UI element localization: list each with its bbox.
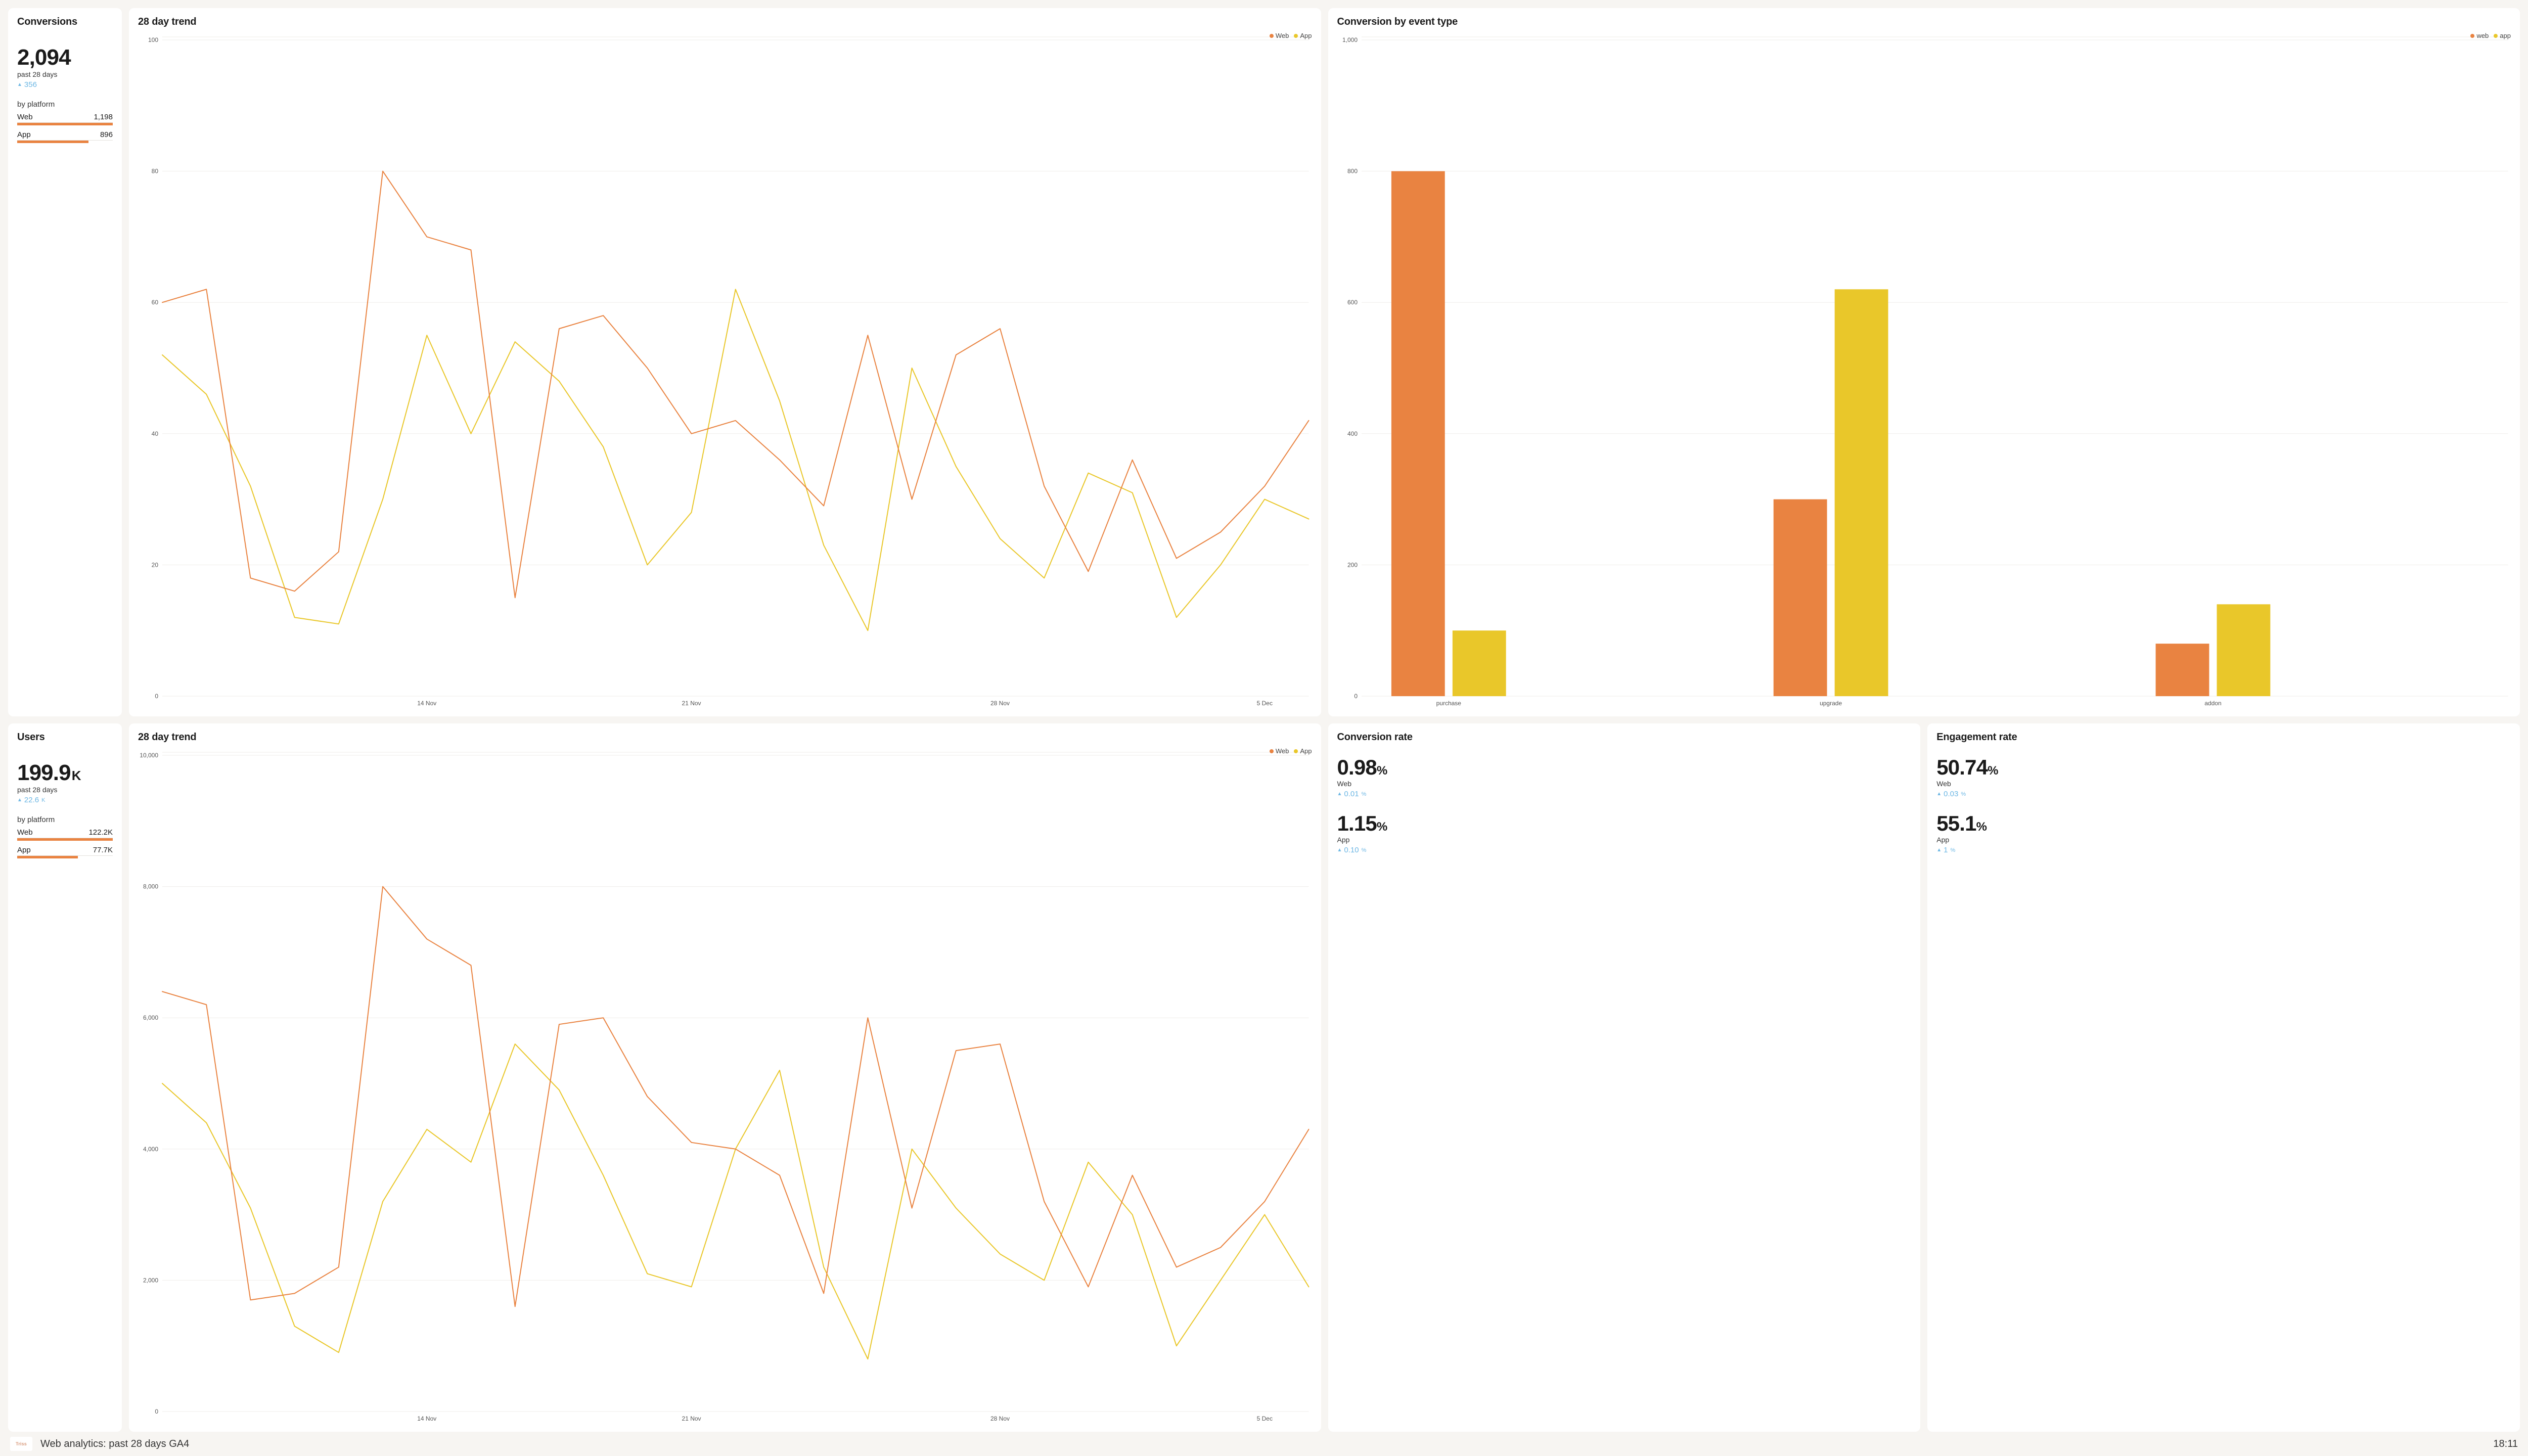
up-icon: ▲ — [1337, 791, 1342, 797]
conv-rate-app-delta: ▲ 0.10% — [1337, 846, 1912, 854]
conv-rate-app: 1.15% — [1337, 812, 1912, 835]
svg-text:21 Nov: 21 Nov — [682, 1415, 701, 1422]
svg-text:200: 200 — [1347, 561, 1357, 568]
platform-row-web: Web 122.2K — [17, 828, 113, 841]
conversions-card: Conversions 2,094 past 28 days ▲ 356 by … — [8, 8, 122, 716]
trend-users-card: 28 day trend Web App 0 2,000 4,000 6,000 8,0… — [129, 723, 1321, 1432]
card-title: 28 day trend — [138, 16, 1312, 28]
eng-rate-app: 55.1% — [1936, 812, 2511, 835]
svg-text:0: 0 — [155, 693, 158, 700]
event-type-card: Conversion by event type web app 0 200 400… — [1328, 8, 2520, 716]
legend: Web App — [1270, 32, 1312, 39]
trend-conversions-card: 28 day trend Web App 0 20 40 60 80 100 14 Nov 2… — [129, 8, 1321, 716]
clock: 18:11 — [2493, 1438, 2518, 1450]
svg-text:upgrade: upgrade — [1820, 700, 1842, 707]
platform-row-app: App 77.7K — [17, 846, 113, 858]
svg-text:80: 80 — [152, 168, 159, 175]
logo-icon: Triss — [10, 1437, 32, 1451]
trend-users-chart: Web App 0 2,000 4,000 6,000 8,000 10,000 14 No… — [138, 747, 1312, 1424]
svg-text:1,000: 1,000 — [1342, 36, 1357, 43]
card-title: 28 day trend — [138, 732, 1312, 743]
svg-text:600: 600 — [1347, 299, 1357, 306]
svg-text:purchase: purchase — [1436, 700, 1461, 707]
conversions-value: 2,094 — [17, 46, 113, 69]
svg-text:14 Nov: 14 Nov — [417, 1415, 436, 1422]
legend: web app — [2470, 32, 2511, 39]
conv-rate-web: 0.98% — [1337, 756, 1912, 779]
svg-text:28 Nov: 28 Nov — [990, 1415, 1010, 1422]
footer: Triss Web analytics: past 28 days GA4 18… — [8, 1432, 2520, 1456]
svg-text:10,000: 10,000 — [140, 752, 158, 759]
svg-text:40: 40 — [152, 430, 159, 437]
eng-rate-web: 50.74% — [1936, 756, 2511, 779]
svg-text:800: 800 — [1347, 168, 1357, 175]
card-title: Conversions — [17, 16, 113, 28]
svg-text:400: 400 — [1347, 430, 1357, 437]
up-icon: ▲ — [1936, 847, 1942, 853]
users-card: Users 199.9K past 28 days ▲ 22.6K by pla… — [8, 723, 122, 1432]
dashboard-title: Web analytics: past 28 days GA4 — [40, 1438, 189, 1450]
event-type-chart: web app 0 200 400 600 800 1,000 purchase upgrad… — [1337, 32, 2511, 708]
card-title: Users — [17, 732, 113, 743]
up-icon: ▲ — [17, 82, 22, 87]
svg-text:2,000: 2,000 — [143, 1277, 158, 1284]
eng-rate-web-delta: ▲ 0.03% — [1936, 790, 2511, 798]
section-label: by platform — [17, 100, 113, 109]
users-delta: ▲ 22.6K — [17, 796, 113, 804]
svg-text:4,000: 4,000 — [143, 1146, 158, 1153]
svg-text:21 Nov: 21 Nov — [682, 700, 701, 707]
card-title: Engagement rate — [1936, 732, 2511, 743]
legend: Web App — [1270, 747, 1312, 755]
svg-text:20: 20 — [152, 561, 159, 568]
svg-text:14 Nov: 14 Nov — [417, 700, 436, 707]
conversion-rate-card: Conversion rate 0.98% Web ▲ 0.01% 1.15% … — [1328, 723, 1921, 1432]
platform-row-web: Web 1,198 — [17, 113, 113, 125]
rates-container: Conversion rate 0.98% Web ▲ 0.01% 1.15% … — [1328, 723, 2520, 1432]
svg-text:0: 0 — [1354, 693, 1358, 700]
trend-conversions-chart: Web App 0 20 40 60 80 100 14 Nov 21 Nov 28 Nov 5 … — [138, 32, 1312, 708]
up-icon: ▲ — [17, 797, 22, 803]
svg-text:6,000: 6,000 — [143, 1014, 158, 1021]
svg-text:0: 0 — [155, 1408, 158, 1415]
users-value: 199.9K — [17, 761, 113, 785]
eng-rate-app-delta: ▲ 1% — [1936, 846, 2511, 854]
svg-text:5 Dec: 5 Dec — [1257, 1415, 1273, 1422]
section-label: by platform — [17, 815, 113, 824]
conversions-delta: ▲ 356 — [17, 80, 113, 89]
up-icon: ▲ — [1936, 791, 1942, 797]
up-icon: ▲ — [1337, 847, 1342, 853]
platform-row-app: App 896 — [17, 130, 113, 143]
period-label: past 28 days — [17, 70, 113, 78]
svg-text:100: 100 — [148, 36, 158, 43]
card-title: Conversion rate — [1337, 732, 1912, 743]
svg-text:28 Nov: 28 Nov — [990, 700, 1010, 707]
engagement-rate-card: Engagement rate 50.74% Web ▲ 0.03% 55.1%… — [1927, 723, 2520, 1432]
svg-text:addon: addon — [2204, 700, 2221, 707]
svg-text:5 Dec: 5 Dec — [1257, 700, 1273, 707]
conv-rate-web-delta: ▲ 0.01% — [1337, 790, 1912, 798]
svg-text:60: 60 — [152, 299, 159, 306]
card-title: Conversion by event type — [1337, 16, 2511, 28]
period-label: past 28 days — [17, 786, 113, 794]
svg-text:8,000: 8,000 — [143, 883, 158, 890]
